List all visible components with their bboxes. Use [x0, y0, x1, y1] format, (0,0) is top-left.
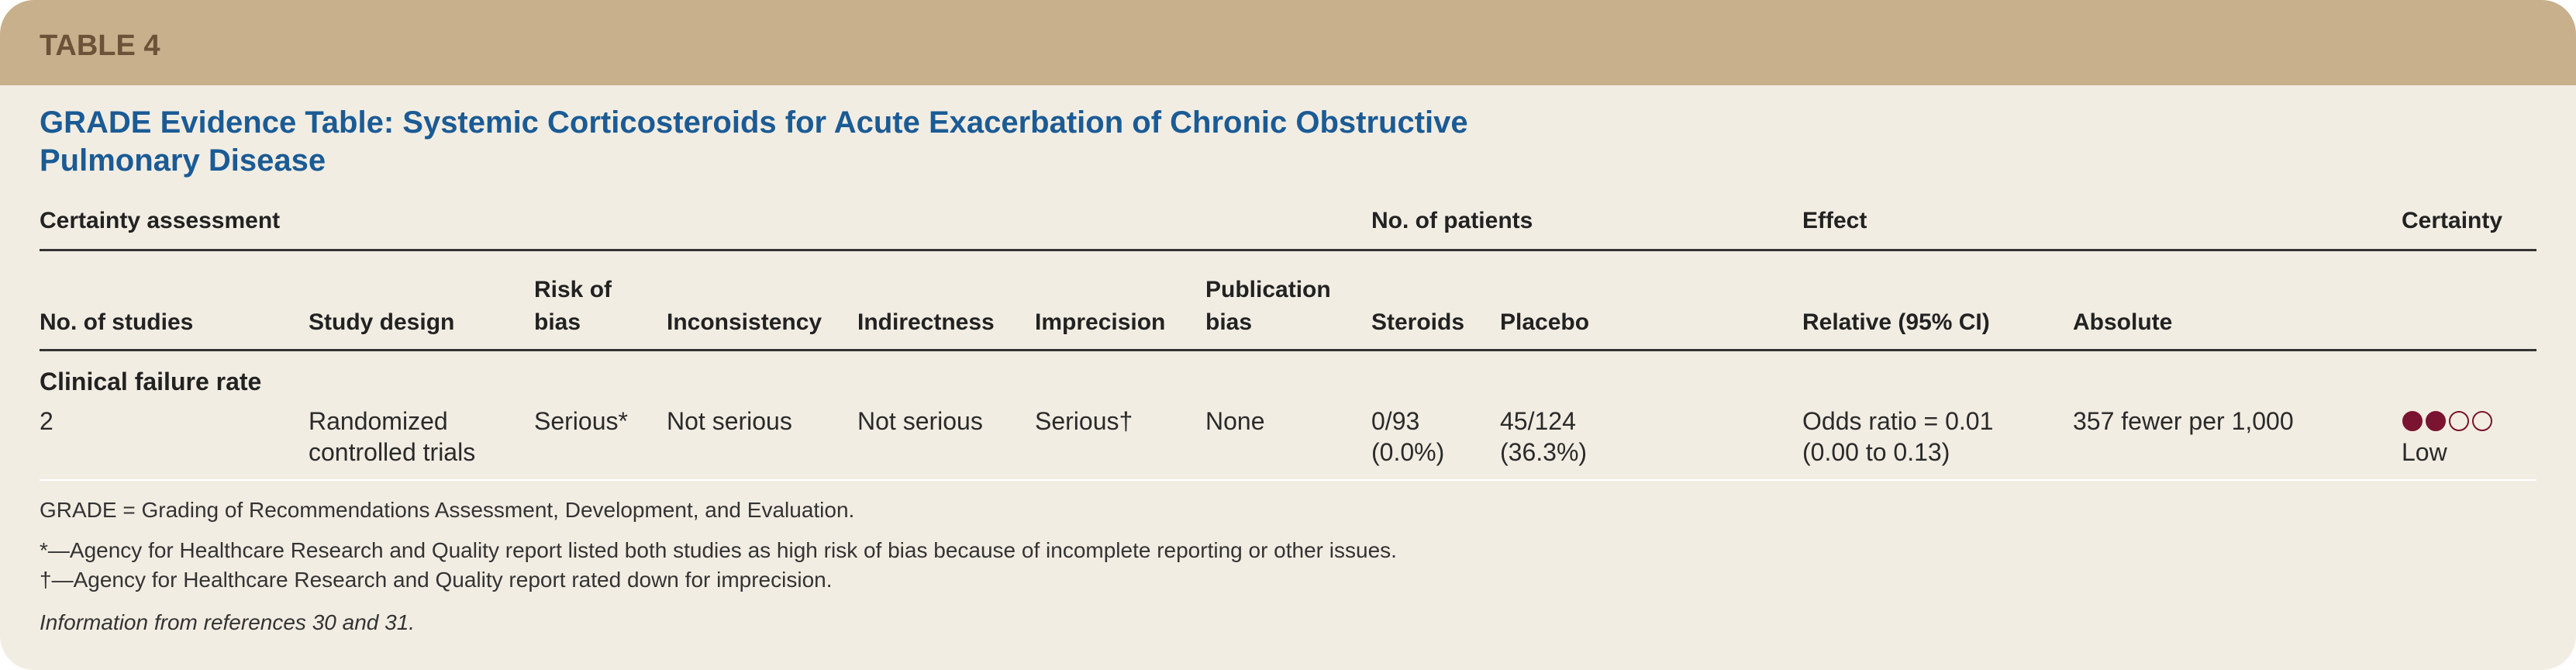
column-header: No. of studies: [40, 309, 194, 335]
cell: 0/93 (0.0%): [1371, 407, 1445, 466]
table-label: TABLE 4: [40, 29, 160, 62]
column-header: Indirectness: [857, 309, 995, 335]
dot: [2472, 411, 2492, 431]
table-title: GRADE Evidence Table: Systemic Corticost…: [40, 105, 1468, 178]
column-header: Placebo: [1500, 309, 1590, 335]
section-label: Clinical failure rate: [40, 368, 262, 395]
cell: Serious†: [1035, 407, 1133, 435]
column-header: Absolute: [2073, 309, 2173, 335]
cell: Serious*: [534, 407, 628, 435]
column-header: Risk of bias: [534, 277, 612, 335]
source: Information from references 30 and 31.: [40, 610, 416, 634]
group-header: No. of patients: [1371, 208, 1533, 233]
rule: [40, 249, 2536, 251]
dot: [2402, 411, 2423, 431]
column-header: Steroids: [1371, 309, 1465, 335]
group-header: Certainty assessment: [40, 208, 281, 233]
footnote: †—Agency for Healthcare Research and Qua…: [40, 568, 833, 592]
group-header: Effect: [1802, 208, 1867, 233]
certainty-dots: [2402, 411, 2492, 431]
rule: [40, 349, 2536, 351]
cell: None: [1205, 407, 1265, 435]
footnote: *—Agency for Healthcare Research and Qua…: [40, 538, 1397, 562]
cell: 357 fewer per 1,000: [2073, 407, 2294, 435]
column-header: Publication bias: [1205, 277, 1331, 335]
cell: Odds ratio = 0.01 (0.00 to 0.13): [1802, 407, 1994, 466]
certainty: Low: [2402, 438, 2447, 466]
column-header: Inconsistency: [667, 309, 822, 335]
cell: Not serious: [667, 407, 792, 435]
column-header: Study design: [309, 309, 455, 335]
footnote: GRADE = Grading of Recommendations Asses…: [40, 498, 855, 522]
cell: 2: [40, 407, 53, 435]
rule: [40, 479, 2536, 481]
dot: [2449, 411, 2469, 431]
cell: Not serious: [857, 407, 983, 435]
column-header: Imprecision: [1035, 309, 1166, 335]
cell: 45/124 (36.3%): [1500, 407, 1588, 466]
group-header: Certainty: [2402, 208, 2503, 233]
column-header: Relative (95% CI): [1802, 309, 1990, 335]
header-band: [0, 0, 2576, 85]
dot: [2426, 411, 2446, 431]
cell: Randomized controlled trials: [309, 407, 476, 466]
